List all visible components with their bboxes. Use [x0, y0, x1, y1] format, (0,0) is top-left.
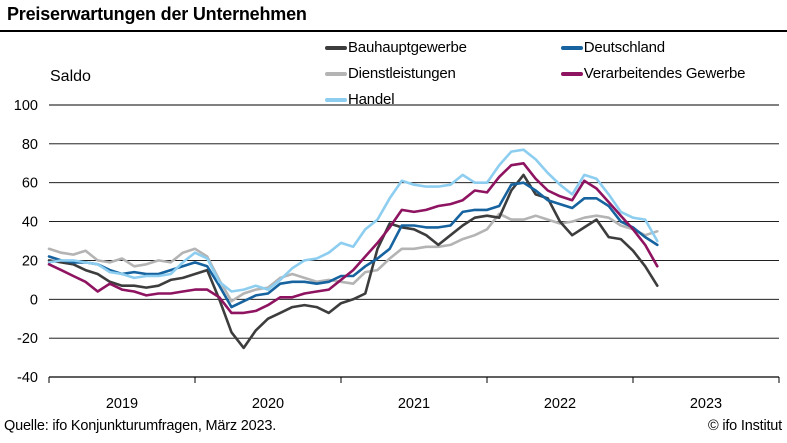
y-axis-tick-label: 100: [14, 98, 38, 114]
legend: Bauhauptgewerbe Dienstleistungen Handel …: [325, 39, 746, 117]
source-note: Quelle: ifo Konjunkturumfragen, März 202…: [4, 418, 277, 434]
y-axis-tick-label: 20: [22, 253, 38, 269]
y-axis-tick-label: -20: [17, 331, 38, 347]
y-axis-tick-label: 60: [22, 176, 38, 192]
x-year-label: 2020: [252, 396, 284, 412]
legend-item-verarbeitendes-gewerbe: Verarbeitendes Gewerbe: [560, 65, 746, 82]
legend-column-1: Bauhauptgewerbe Dienstleistungen Handel: [325, 39, 467, 117]
x-year-label: 2019: [106, 396, 138, 412]
y-axis-unit-label: Saldo: [50, 68, 91, 85]
legend-column-2: Deutschland Verarbeitendes Gewerbe: [560, 39, 746, 117]
series-line-handel: [47, 148, 659, 293]
y-axis-tick-label: 40: [22, 215, 38, 231]
legend-label: Deutschland: [583, 39, 665, 56]
series-line-bauhauptgewerbe: [47, 173, 659, 350]
legend-line-swatch-bauhauptgewerbe: [325, 45, 347, 50]
legend-line-swatch-handel: [325, 97, 347, 102]
x-year-label: 2023: [690, 396, 722, 412]
legend-item-dienstleistungen: Dienstleistungen: [325, 65, 467, 82]
legend-line-swatch-verarbeitendes-gewerbe: [560, 71, 583, 76]
legend-line-swatch-deutschland: [560, 45, 583, 50]
page-title: Preiserwartungen der Unternehmen: [7, 4, 307, 24]
series-line-deutschland: [47, 181, 659, 309]
copyright-note: © ifo Institut: [708, 418, 782, 434]
x-year-label: 2022: [544, 396, 576, 412]
y-axis-tick-label: -40: [17, 370, 38, 386]
legend-label: Verarbeitendes Gewerbe: [583, 65, 746, 82]
legend-item-bauhauptgewerbe: Bauhauptgewerbe: [325, 39, 467, 56]
legend-label: Handel: [348, 91, 395, 108]
series-line-verarbeitendes_gewerbe: [47, 162, 659, 315]
y-axis-tick-label: 80: [22, 137, 38, 153]
legend-label: Dienstleistungen: [348, 65, 456, 82]
title-divider: [0, 30, 787, 32]
series-line-dienstleistungen: [47, 212, 659, 303]
y-axis-tick-label: 0: [30, 292, 38, 308]
legend-item-handel: Handel: [325, 91, 467, 108]
x-year-label: 2021: [398, 396, 430, 412]
footer: Quelle: ifo Konjunkturumfragen, März 202…: [4, 418, 782, 434]
legend-line-swatch-dienstleistungen: [325, 71, 347, 76]
legend-label: Bauhauptgewerbe: [348, 39, 467, 56]
legend-item-deutschland: Deutschland: [560, 39, 746, 56]
